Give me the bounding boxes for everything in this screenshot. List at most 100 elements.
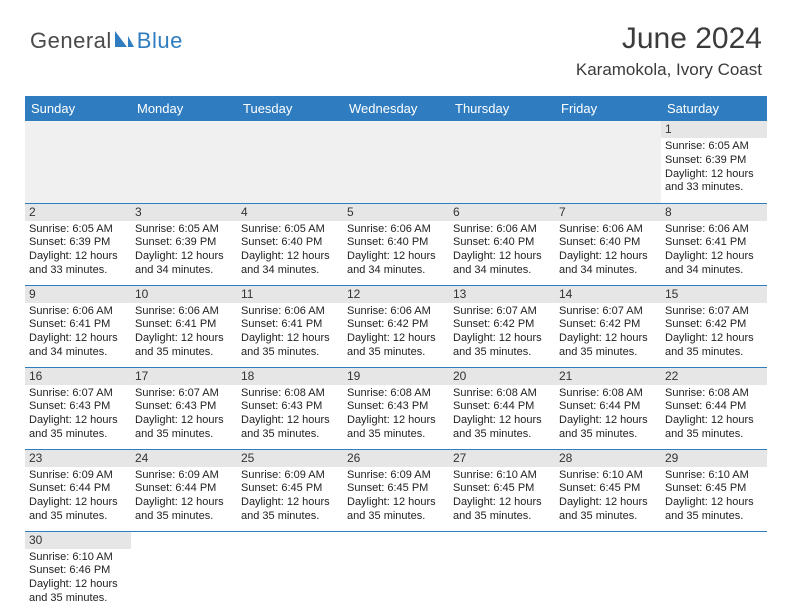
empty-cell [237,121,343,203]
day-number: 12 [343,286,449,303]
day-cell: 30Sunrise: 6:10 AMSunset: 6:46 PMDayligh… [25,531,131,613]
day-cell: 26Sunrise: 6:09 AMSunset: 6:45 PMDayligh… [343,449,449,531]
day-cell: 11Sunrise: 6:06 AMSunset: 6:41 PMDayligh… [237,285,343,367]
day-details: Sunrise: 6:06 AMSunset: 6:40 PMDaylight:… [343,221,449,280]
day-number: 30 [25,532,131,549]
day-number: 16 [25,368,131,385]
day-details: Sunrise: 6:09 AMSunset: 6:44 PMDaylight:… [131,467,237,526]
calendar-row: 9Sunrise: 6:06 AMSunset: 6:41 PMDaylight… [25,285,767,367]
logo-text-general: General [30,28,112,54]
day-details: Sunrise: 6:05 AMSunset: 6:40 PMDaylight:… [237,221,343,280]
day-number: 15 [661,286,767,303]
empty-cell [25,121,131,203]
day-details: Sunrise: 6:08 AMSunset: 6:44 PMDaylight:… [661,385,767,444]
day-details: Sunrise: 6:07 AMSunset: 6:42 PMDaylight:… [555,303,661,362]
sail-icon [113,29,135,54]
day-details: Sunrise: 6:07 AMSunset: 6:43 PMDaylight:… [25,385,131,444]
day-cell: 23Sunrise: 6:09 AMSunset: 6:44 PMDayligh… [25,449,131,531]
day-number: 19 [343,368,449,385]
day-details: Sunrise: 6:07 AMSunset: 6:42 PMDaylight:… [449,303,555,362]
logo-text-blue: Blue [137,28,183,54]
day-details: Sunrise: 6:05 AMSunset: 6:39 PMDaylight:… [25,221,131,280]
empty-cell [131,121,237,203]
day-number: 2 [25,204,131,221]
day-cell: 25Sunrise: 6:09 AMSunset: 6:45 PMDayligh… [237,449,343,531]
weekday-header: Monday [131,96,237,121]
day-number: 26 [343,450,449,467]
calendar-row: 23Sunrise: 6:09 AMSunset: 6:44 PMDayligh… [25,449,767,531]
day-number: 4 [237,204,343,221]
day-details: Sunrise: 6:08 AMSunset: 6:43 PMDaylight:… [237,385,343,444]
calendar-head: SundayMondayTuesdayWednesdayThursdayFrid… [25,96,767,121]
title-block: June 2024 Karamokola, Ivory Coast [576,22,762,80]
day-number: 9 [25,286,131,303]
day-details: Sunrise: 6:10 AMSunset: 6:46 PMDaylight:… [25,549,131,608]
day-number: 10 [131,286,237,303]
day-number: 17 [131,368,237,385]
day-number: 5 [343,204,449,221]
empty-cell [661,531,767,613]
day-number: 8 [661,204,767,221]
weekday-header: Friday [555,96,661,121]
weekday-header: Saturday [661,96,767,121]
day-details: Sunrise: 6:07 AMSunset: 6:42 PMDaylight:… [661,303,767,362]
empty-cell [131,531,237,613]
empty-cell [237,531,343,613]
day-cell: 16Sunrise: 6:07 AMSunset: 6:43 PMDayligh… [25,367,131,449]
weekday-header: Tuesday [237,96,343,121]
day-cell: 1Sunrise: 6:05 AMSunset: 6:39 PMDaylight… [661,121,767,203]
day-cell: 6Sunrise: 6:06 AMSunset: 6:40 PMDaylight… [449,203,555,285]
day-details: Sunrise: 6:06 AMSunset: 6:41 PMDaylight:… [25,303,131,362]
day-number: 28 [555,450,661,467]
header: General Blue June 2024 Karamokola, Ivory… [0,0,792,88]
day-number: 22 [661,368,767,385]
day-details: Sunrise: 6:08 AMSunset: 6:43 PMDaylight:… [343,385,449,444]
day-cell: 13Sunrise: 6:07 AMSunset: 6:42 PMDayligh… [449,285,555,367]
day-number: 1 [661,121,767,138]
weekday-header: Sunday [25,96,131,121]
day-details: Sunrise: 6:06 AMSunset: 6:41 PMDaylight:… [661,221,767,280]
day-details: Sunrise: 6:09 AMSunset: 6:44 PMDaylight:… [25,467,131,526]
day-cell: 12Sunrise: 6:06 AMSunset: 6:42 PMDayligh… [343,285,449,367]
day-cell: 2Sunrise: 6:05 AMSunset: 6:39 PMDaylight… [25,203,131,285]
weekday-header: Thursday [449,96,555,121]
day-cell: 10Sunrise: 6:06 AMSunset: 6:41 PMDayligh… [131,285,237,367]
day-cell: 5Sunrise: 6:06 AMSunset: 6:40 PMDaylight… [343,203,449,285]
day-number: 13 [449,286,555,303]
weekday-row: SundayMondayTuesdayWednesdayThursdayFrid… [25,96,767,121]
day-cell: 4Sunrise: 6:05 AMSunset: 6:40 PMDaylight… [237,203,343,285]
calendar-table: SundayMondayTuesdayWednesdayThursdayFrid… [25,96,767,613]
day-cell: 22Sunrise: 6:08 AMSunset: 6:44 PMDayligh… [661,367,767,449]
day-cell: 29Sunrise: 6:10 AMSunset: 6:45 PMDayligh… [661,449,767,531]
empty-cell [555,531,661,613]
day-number: 24 [131,450,237,467]
day-number: 11 [237,286,343,303]
logo: General Blue [30,28,183,54]
day-details: Sunrise: 6:06 AMSunset: 6:41 PMDaylight:… [131,303,237,362]
empty-cell [449,531,555,613]
day-number: 23 [25,450,131,467]
calendar-row: 2Sunrise: 6:05 AMSunset: 6:39 PMDaylight… [25,203,767,285]
day-details: Sunrise: 6:07 AMSunset: 6:43 PMDaylight:… [131,385,237,444]
weekday-header: Wednesday [343,96,449,121]
day-number: 3 [131,204,237,221]
day-details: Sunrise: 6:06 AMSunset: 6:41 PMDaylight:… [237,303,343,362]
day-cell: 24Sunrise: 6:09 AMSunset: 6:44 PMDayligh… [131,449,237,531]
empty-cell [555,121,661,203]
day-cell: 18Sunrise: 6:08 AMSunset: 6:43 PMDayligh… [237,367,343,449]
day-details: Sunrise: 6:06 AMSunset: 6:42 PMDaylight:… [343,303,449,362]
day-number: 6 [449,204,555,221]
day-details: Sunrise: 6:06 AMSunset: 6:40 PMDaylight:… [555,221,661,280]
empty-cell [343,121,449,203]
calendar-row: 16Sunrise: 6:07 AMSunset: 6:43 PMDayligh… [25,367,767,449]
day-details: Sunrise: 6:10 AMSunset: 6:45 PMDaylight:… [449,467,555,526]
day-details: Sunrise: 6:06 AMSunset: 6:40 PMDaylight:… [449,221,555,280]
calendar-body: 1 Sunrise: 6:05 AMSunset: 6:39 PMDaylight… [25,121,767,613]
day-cell: 27Sunrise: 6:10 AMSunset: 6:45 PMDayligh… [449,449,555,531]
day-details: Sunrise: 6:08 AMSunset: 6:44 PMDaylight:… [449,385,555,444]
day-cell: 14Sunrise: 6:07 AMSunset: 6:42 PMDayligh… [555,285,661,367]
day-details: Sunrise: 6:09 AMSunset: 6:45 PMDaylight:… [237,467,343,526]
location-label: Karamokola, Ivory Coast [576,60,762,80]
day-number: 29 [661,450,767,467]
day-cell: 20Sunrise: 6:08 AMSunset: 6:44 PMDayligh… [449,367,555,449]
